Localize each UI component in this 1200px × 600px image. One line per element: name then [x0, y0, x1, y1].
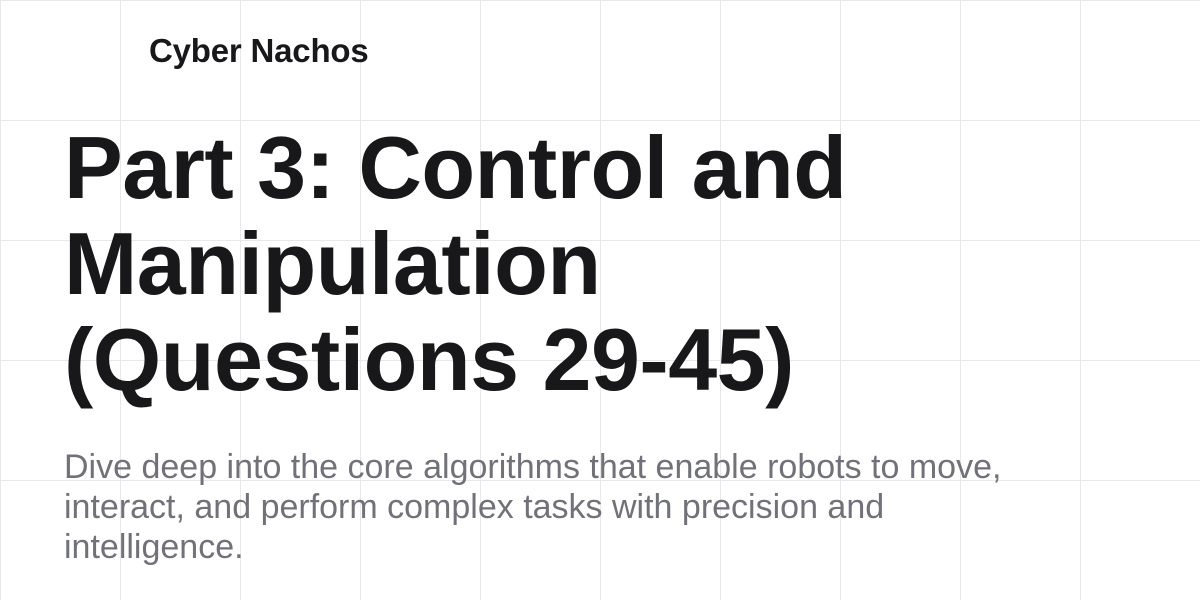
page-description: Dive deep into the core algorithms that … — [64, 447, 1174, 567]
page-description-line: intelligence. — [64, 528, 244, 566]
page-title-line: Manipulation — [64, 214, 601, 313]
page-title: Part 3: Control and Manipulation (Questi… — [64, 120, 1164, 408]
page-description-line: Dive deep into the core algorithms that … — [64, 448, 1002, 486]
page-title-line: (Questions 29-45) — [64, 310, 794, 409]
brand-name: Cyber Nachos — [149, 32, 369, 69]
page-description-line: interact, and perform complex tasks with… — [64, 488, 885, 526]
page-title-line: Part 3: Control and — [64, 118, 847, 217]
